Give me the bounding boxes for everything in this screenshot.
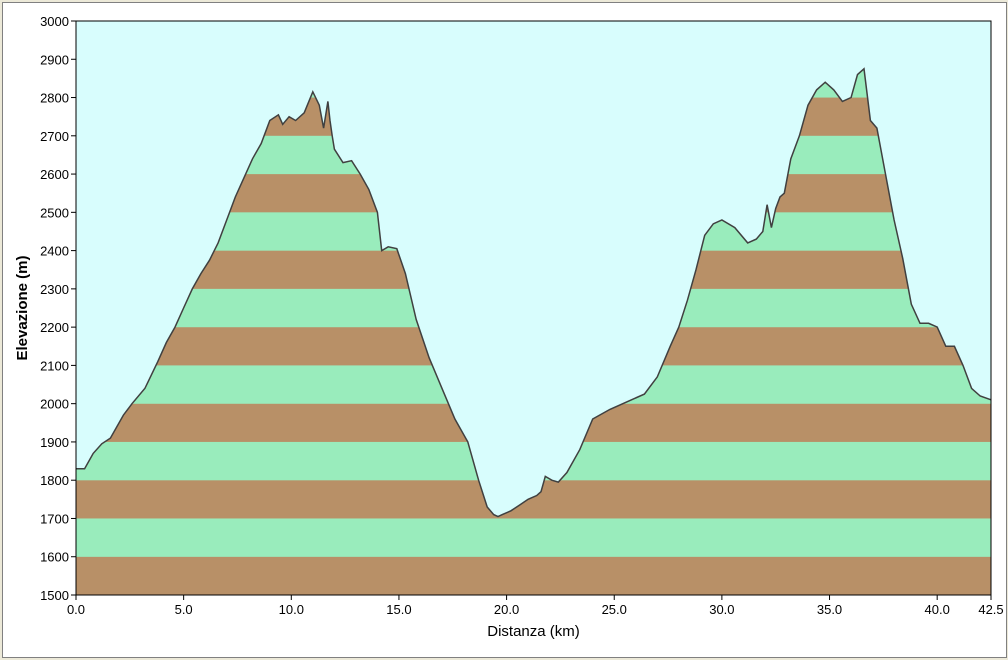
elevation-profile-chart: 1500 1600 1700 1800 1900 2000 2100 2200 2300 2400… [14, 14, 1004, 640]
elevation-band [76, 556, 991, 595]
y-tick-label: 1500 [40, 588, 69, 603]
y-tick-label: 2600 [40, 167, 69, 182]
x-tick-label: 40.0 [925, 602, 950, 617]
y-axis-title: Elevazione (m) [14, 255, 31, 360]
y-tick-label: 1600 [40, 550, 69, 565]
x-tick-label: 35.0 [817, 602, 842, 617]
y-tick-label: 2900 [40, 52, 69, 67]
y-tick-label: 2700 [40, 129, 69, 144]
x-tick-label: 15.0 [386, 602, 411, 617]
y-tick-label: 1800 [40, 473, 69, 488]
x-tick-label: 30.0 [709, 602, 734, 617]
x-tick-label: 5.0 [175, 602, 193, 617]
y-tick-label: 1700 [40, 511, 69, 526]
sky-area [76, 21, 991, 517]
x-tick-label: 10.0 [279, 602, 304, 617]
x-tick-label: 25.0 [602, 602, 627, 617]
x-tick-label: 0.0 [67, 602, 85, 617]
y-tick-label: 2100 [40, 358, 69, 373]
plot-border [75, 20, 992, 596]
y-tick-label: 2400 [40, 244, 69, 259]
y-tick-label: 2500 [40, 205, 69, 220]
y-tick-label: 2200 [40, 320, 69, 335]
y-tick-label: 1900 [40, 435, 69, 450]
x-tick-label: 20.0 [494, 602, 519, 617]
x-axis-title: Distanza (km) [487, 623, 580, 640]
elevation-profile-line [76, 67, 992, 518]
elevation-band [76, 518, 991, 557]
y-tick-label: 2300 [40, 282, 69, 297]
y-tick-label: 3000 [40, 14, 69, 29]
y-tick-label: 2000 [40, 397, 69, 412]
x-tick-label: 42.5 [978, 602, 1003, 617]
y-tick-label: 2800 [40, 91, 69, 106]
